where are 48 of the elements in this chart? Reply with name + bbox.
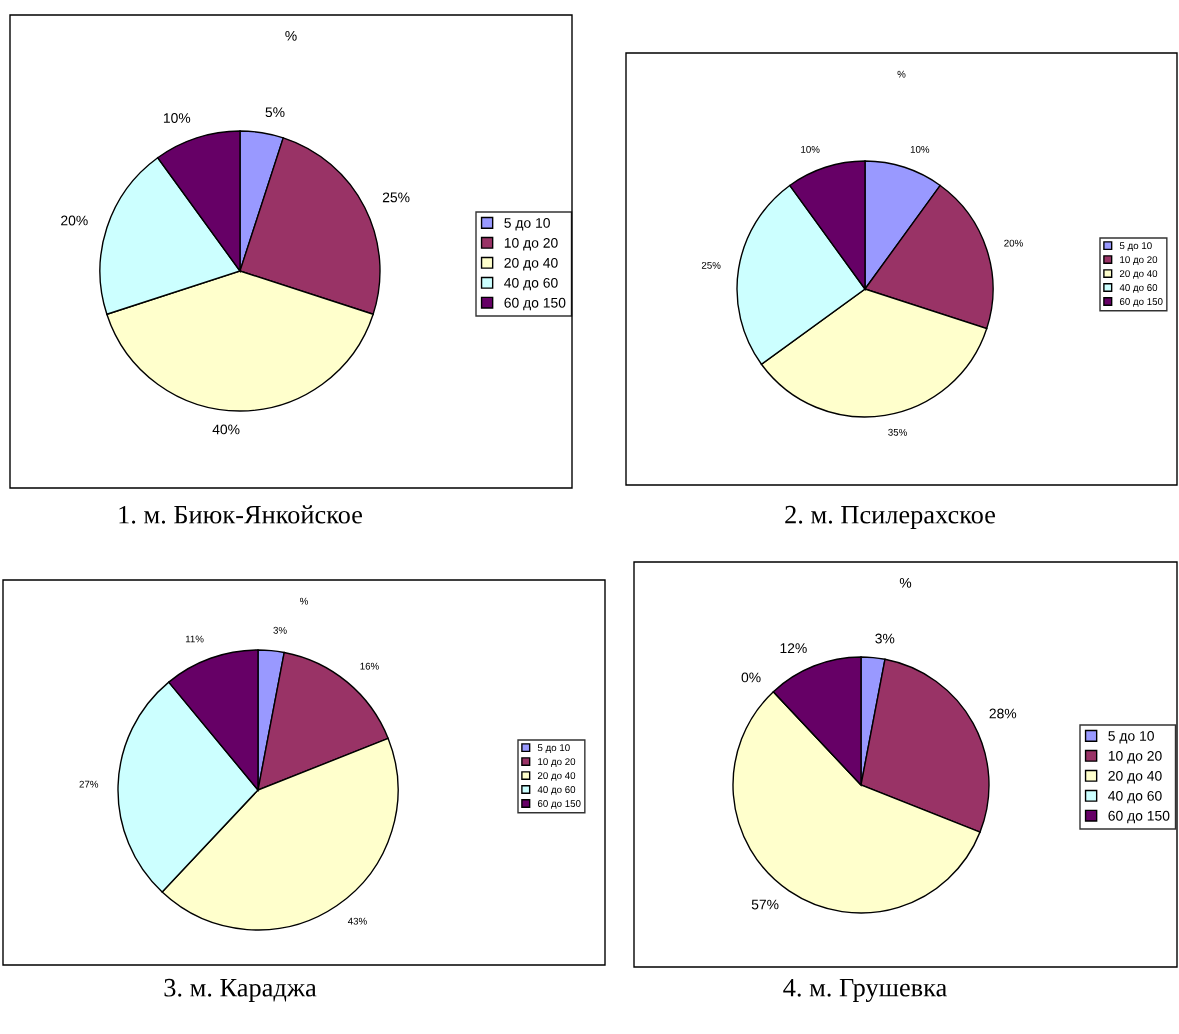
- legend-label: 40 до 60: [537, 786, 576, 795]
- legend-label: 5 до 10: [1108, 731, 1154, 744]
- data-label: 43%: [347, 917, 367, 925]
- data-label: 27%: [79, 780, 99, 788]
- legend-label: 40 до 60: [1108, 790, 1162, 804]
- data-label: 16%: [360, 662, 379, 670]
- legend-label: 10 до 20: [504, 237, 558, 251]
- data-label: 5%: [265, 107, 285, 118]
- text: 0%: [741, 672, 761, 683]
- data-label: 20%: [61, 215, 88, 226]
- legend-label: 10 до 20: [1108, 750, 1162, 764]
- legend-label: 5 до 10: [537, 744, 570, 753]
- data-label: 11%: [185, 635, 204, 643]
- legend-label: 10 до 20: [538, 758, 576, 767]
- text: 2. м. Псилерахское: [785, 505, 995, 529]
- text: 1. м. Биюк-Янкойское: [119, 505, 362, 524]
- legend-label: 60 до 150: [504, 297, 566, 311]
- data-label: 25%: [382, 192, 410, 203]
- data-label: 10%: [801, 145, 820, 153]
- text: 4. м. Грушевка: [783, 978, 947, 1002]
- data-label: 40%: [212, 424, 240, 435]
- legend-label: 20 до 40: [1108, 770, 1162, 784]
- data-label: 20%: [1004, 239, 1023, 247]
- data-label: 3%: [273, 626, 287, 634]
- data-label: 10%: [163, 113, 191, 123]
- legend-label: 20 до 40: [537, 772, 576, 781]
- data-label: 25%: [701, 261, 721, 269]
- legend-label: 5 до 10: [504, 218, 550, 231]
- data-label: 28%: [989, 708, 1017, 719]
- legend-label: 60 до 150: [537, 800, 581, 809]
- legend-label: 20 до 40: [1119, 270, 1158, 279]
- legend-label: 40 до 60: [1119, 284, 1158, 293]
- legend-label: 40 до 60: [504, 277, 558, 291]
- chart-title: %: [899, 577, 912, 588]
- chart-title: %: [300, 597, 308, 605]
- chart-title: %: [897, 70, 906, 78]
- text: 3. м. Караджа: [164, 978, 317, 1002]
- data-label: 57%: [751, 899, 779, 910]
- data-label: 3%: [875, 633, 895, 644]
- data-label: 10%: [910, 145, 930, 153]
- data-label: 12%: [780, 643, 807, 653]
- legend-label: 60 до 150: [1119, 298, 1163, 307]
- legend-label: 20 до 40: [504, 257, 558, 271]
- legend-label: 5 до 10: [1119, 242, 1152, 251]
- legend-label: 60 до 150: [1108, 810, 1170, 824]
- data-label: 35%: [888, 428, 907, 436]
- chart-title: %: [285, 30, 297, 41]
- legend-label: 10 до 20: [1120, 256, 1158, 265]
